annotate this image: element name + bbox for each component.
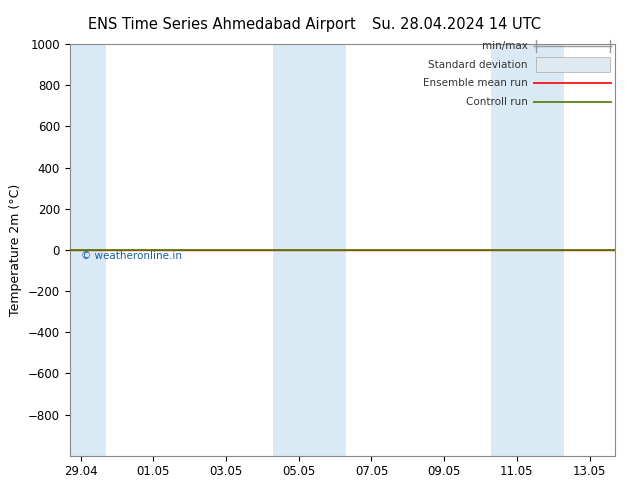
Bar	[273, 44, 346, 456]
Bar	[70, 44, 106, 456]
Text: © weatheronline.in: © weatheronline.in	[81, 251, 182, 261]
Text: ENS Time Series Ahmedabad Airport: ENS Time Series Ahmedabad Airport	[88, 17, 356, 32]
Bar	[491, 44, 564, 456]
Text: Standard deviation: Standard deviation	[428, 60, 527, 70]
FancyBboxPatch shape	[536, 57, 609, 72]
Text: Su. 28.04.2024 14 UTC: Su. 28.04.2024 14 UTC	[372, 17, 541, 32]
Text: Controll run: Controll run	[466, 97, 527, 107]
Text: min/max: min/max	[482, 41, 527, 51]
Y-axis label: Temperature 2m (°C): Temperature 2m (°C)	[10, 184, 22, 316]
Text: Ensemble mean run: Ensemble mean run	[423, 78, 527, 88]
